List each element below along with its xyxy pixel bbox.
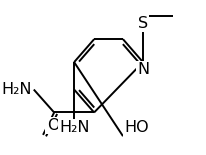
Text: S: S xyxy=(138,16,148,31)
Text: N: N xyxy=(137,62,149,77)
Text: O: O xyxy=(47,118,59,133)
Text: H₂N: H₂N xyxy=(59,120,89,135)
Text: H₂N: H₂N xyxy=(1,82,32,97)
Text: HO: HO xyxy=(124,120,149,135)
